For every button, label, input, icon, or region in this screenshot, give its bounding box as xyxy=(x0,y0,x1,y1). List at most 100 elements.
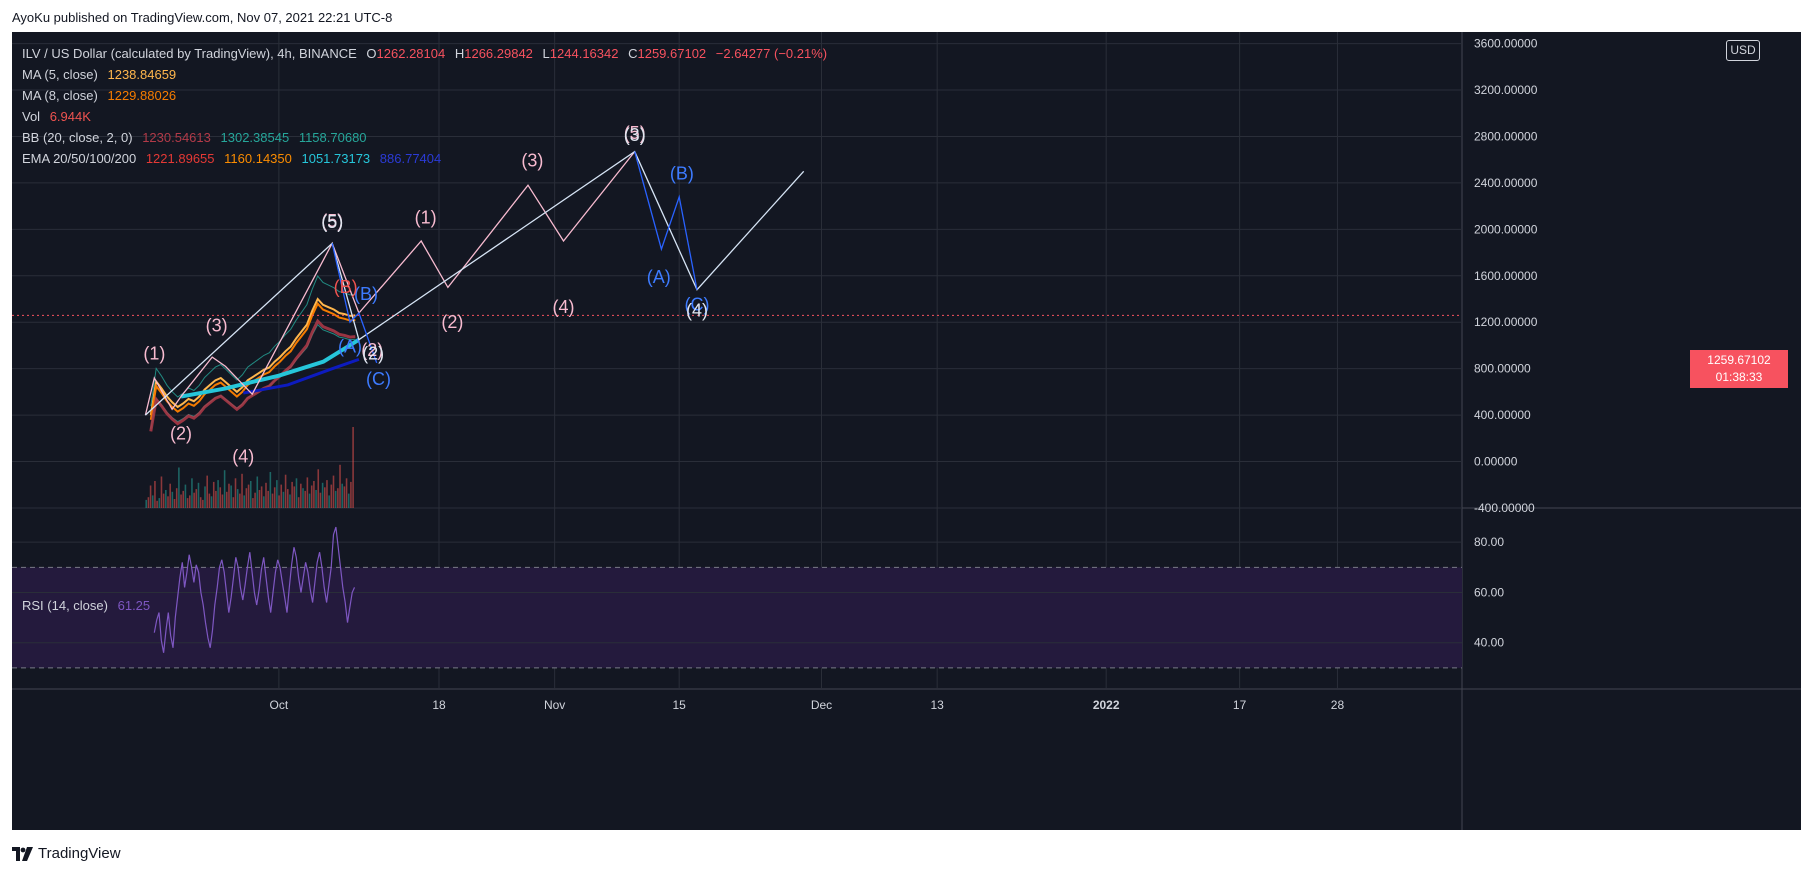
volume-bar xyxy=(315,490,317,508)
volume-bar xyxy=(321,482,324,508)
ma8-label: MA (8, close) xyxy=(22,88,98,103)
volume-bar xyxy=(306,477,309,508)
volume-bar xyxy=(206,475,208,508)
volume-bar xyxy=(228,483,230,508)
symbol-row[interactable]: ILV / US Dollar (calculated by TradingVi… xyxy=(22,43,833,64)
blue-wave-label: (B) xyxy=(670,163,694,183)
volume-bar xyxy=(239,493,241,508)
blue-wave-label: (C) xyxy=(366,369,391,389)
volume-bar xyxy=(280,484,283,508)
low-value: 1244.16342 xyxy=(549,46,619,61)
white-wave-label: (5) xyxy=(321,212,343,232)
price-tick-label: 800.00000 xyxy=(1474,362,1531,376)
volume-bar xyxy=(265,482,267,508)
volume-bar xyxy=(345,478,348,508)
volume-bar xyxy=(234,478,237,508)
volume-bar xyxy=(249,481,252,508)
volume-bar xyxy=(323,487,326,508)
volume-bar xyxy=(282,491,285,508)
ma5-row[interactable]: MA (5, close) 1238.84659 xyxy=(22,64,833,85)
price-tick-label: 400.00000 xyxy=(1474,408,1531,422)
volume-bar xyxy=(271,493,274,508)
tradingview-brand[interactable]: TradingView xyxy=(12,845,121,862)
bb-lower-value: 1158.70680 xyxy=(298,130,367,145)
volume-bar xyxy=(289,494,291,508)
blue-wave-label: (A) xyxy=(647,267,671,287)
volume-bar xyxy=(193,492,195,508)
price-tick-label: 3600.00000 xyxy=(1474,37,1538,51)
volume-bar xyxy=(347,493,350,508)
volume-bar xyxy=(313,481,315,508)
bb-upper-line xyxy=(150,275,356,407)
pink-wave-label: (5) xyxy=(321,211,343,231)
pink-wave-label: (2) xyxy=(170,424,192,444)
volume-bar xyxy=(297,497,300,508)
time-tick-label: 17 xyxy=(1233,698,1247,712)
volume-bar xyxy=(284,474,287,508)
volume-bar xyxy=(300,483,302,508)
open-value: 1262.28104 xyxy=(376,46,446,61)
rsi-band xyxy=(12,567,1462,668)
symbol-title[interactable]: ILV / US Dollar (calculated by TradingVi… xyxy=(22,46,357,61)
rsi-legend[interactable]: RSI (14, close) 61.25 xyxy=(22,598,150,613)
volume-bar xyxy=(167,496,169,508)
price-tick-label: 1200.00000 xyxy=(1474,315,1538,329)
volume-bar xyxy=(295,478,298,508)
close-value: 1259.67102 xyxy=(637,46,707,61)
time-tick-label: 13 xyxy=(930,698,944,712)
blue-wave-label: (C) xyxy=(684,295,709,315)
price-tick-label: 2000.00000 xyxy=(1474,222,1538,236)
pink-wave-label: (3) xyxy=(521,151,543,171)
elliott-wave-drawings xyxy=(144,150,805,416)
volume-bar xyxy=(326,480,328,508)
volume-bar xyxy=(178,467,180,508)
volume-bar xyxy=(263,496,265,508)
time-tick-label: 2022 xyxy=(1093,698,1120,712)
ma5-line xyxy=(149,297,356,416)
pink-wave-label: (1) xyxy=(415,208,437,228)
volume-bar xyxy=(162,493,165,508)
blue-wave-label: (A) xyxy=(338,336,362,356)
published-line: AyoKu published on TradingView.com, Nov … xyxy=(12,10,393,25)
ma8-value: 1229.88026 xyxy=(107,88,177,103)
ema200-value: 886.77404 xyxy=(379,151,442,166)
price-tick-label: 1600.00000 xyxy=(1474,269,1538,283)
volume-bar xyxy=(317,469,320,508)
pink-wave-line xyxy=(144,151,636,416)
vol-label: Vol xyxy=(22,109,41,124)
red-wave-label: (B) xyxy=(334,277,358,297)
close-label: C xyxy=(628,46,638,61)
volume-bar xyxy=(204,486,206,508)
volume-bar xyxy=(208,493,211,508)
pink-wave-label: (2) xyxy=(361,340,383,360)
bb-row[interactable]: BB (20, close, 2, 0) 1230.54613 1302.385… xyxy=(22,127,833,148)
ema20-line xyxy=(149,318,356,432)
change-value: −2.64277 (−0.21%) xyxy=(715,46,828,61)
ma8-row[interactable]: MA (8, close) 1229.88026 xyxy=(22,85,833,106)
vol-row[interactable]: Vol 6.944K xyxy=(22,106,833,127)
volume-bar xyxy=(212,481,215,508)
volume-bar xyxy=(221,494,224,508)
volume-bar xyxy=(145,499,148,508)
white-wave-label: (3) xyxy=(624,125,646,145)
ema100-line xyxy=(180,337,360,399)
volume-bar xyxy=(247,484,250,508)
rsi-line xyxy=(153,526,356,653)
volume-bar xyxy=(191,478,193,508)
volume-bar xyxy=(202,499,204,508)
volume-bar xyxy=(241,473,243,508)
ma5-value: 1238.84659 xyxy=(107,67,177,82)
ema-row[interactable]: EMA 20/50/100/200 1221.89655 1160.14350 … xyxy=(22,148,833,169)
bar-countdown: 01:38:33 xyxy=(1715,370,1763,384)
chart-frame[interactable]: (1) (2) (3) (4) (5) (1) (2) (3) (4) (5) (2) (A) (B)(… xyxy=(12,32,1801,830)
volume-bar xyxy=(154,481,156,508)
currency-button[interactable]: USD xyxy=(1726,40,1760,61)
volume-bar xyxy=(226,491,228,508)
rsi-value: 61.25 xyxy=(117,598,151,613)
price-tick-label: -400.00000 xyxy=(1474,501,1535,515)
volume-bar xyxy=(328,495,330,508)
last-price-value: 1259.67102 xyxy=(1707,353,1771,367)
volume-bar xyxy=(186,498,189,508)
chart-canvas[interactable]: (1)(2)(3)(4)(5) (1)(2)(3)(4)(5)(2)(A)(B)(… xyxy=(12,32,1801,830)
volume-bar xyxy=(278,495,280,508)
